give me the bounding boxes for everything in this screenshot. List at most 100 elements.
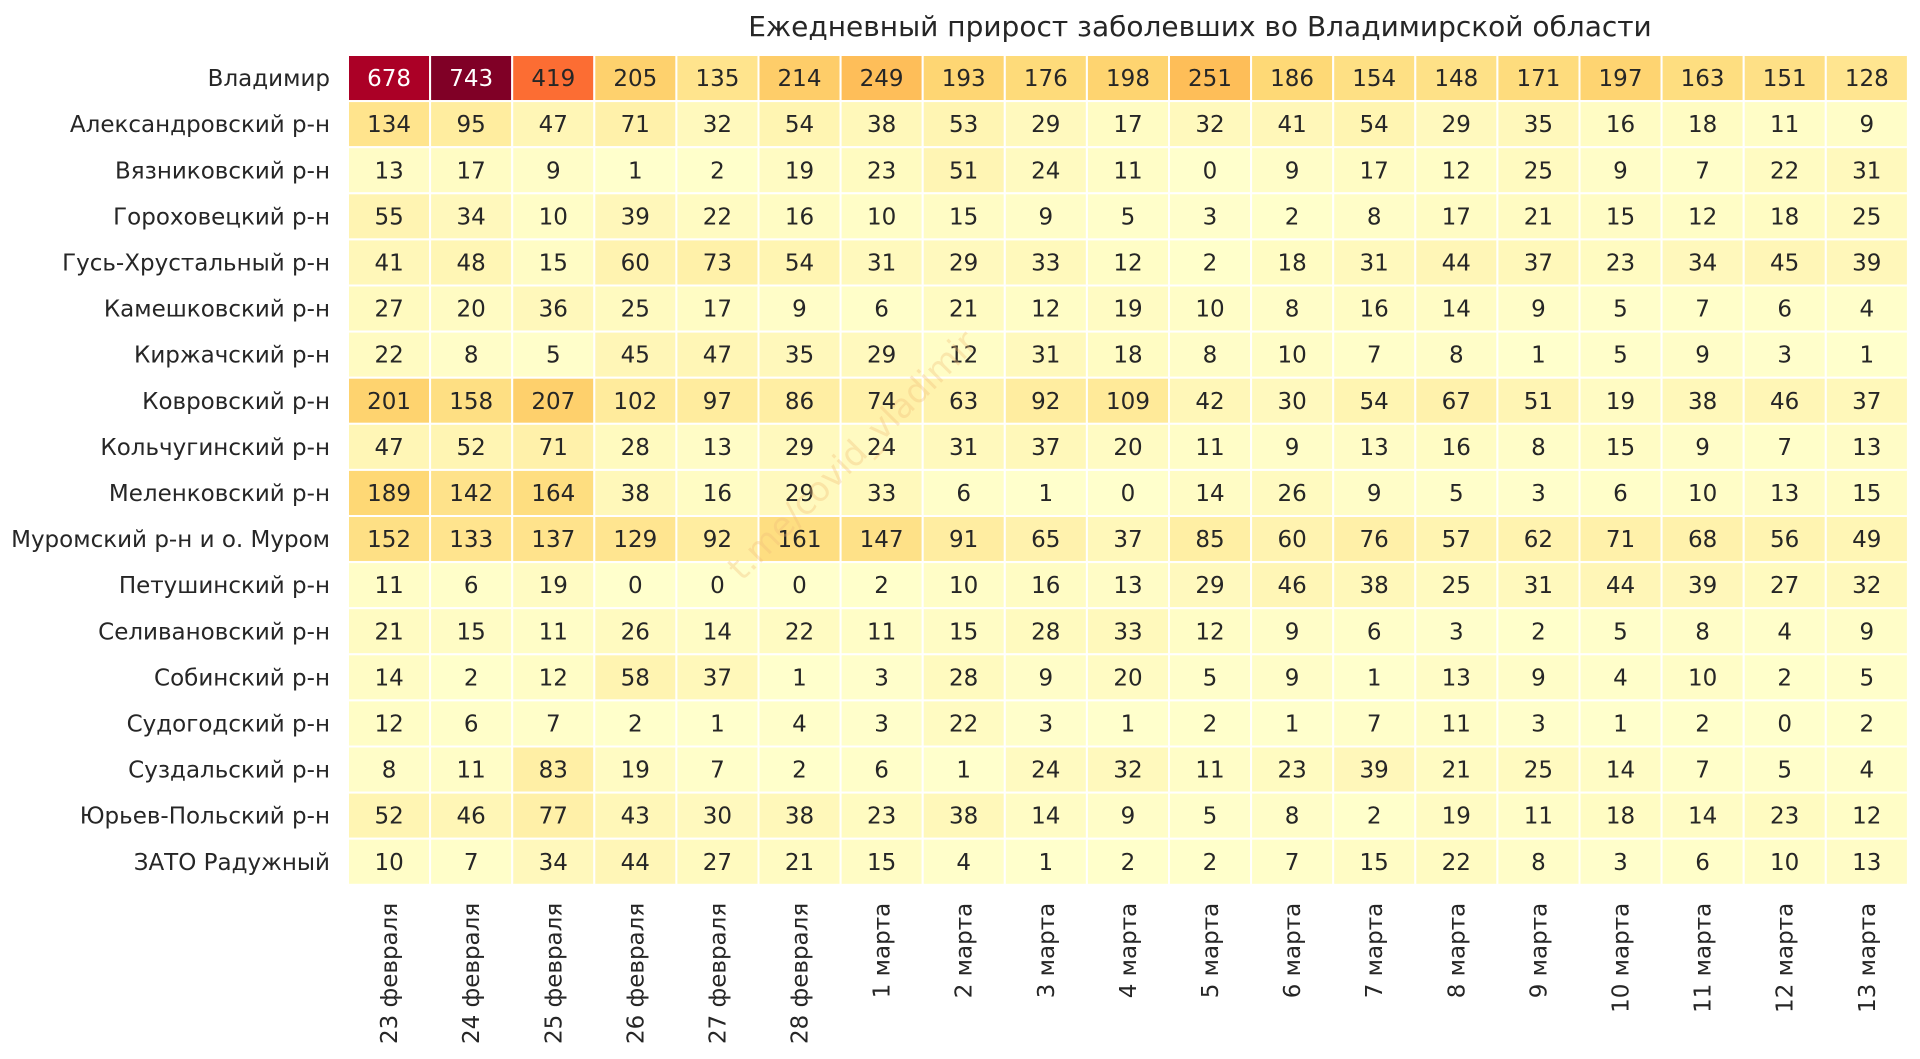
cell-value-label: 31 bbox=[949, 435, 978, 461]
cell-value-label: 5 bbox=[1121, 204, 1136, 230]
cell-value-label: 10 bbox=[867, 204, 896, 230]
cell-value-label: 49 bbox=[1852, 527, 1881, 553]
cell-value-label: 5 bbox=[1203, 804, 1218, 830]
heatmap-cell bbox=[347, 284, 432, 333]
cell-value-label: 164 bbox=[531, 481, 575, 507]
cell-value-label: 1 bbox=[1367, 665, 1382, 691]
cell-value-label: 25 bbox=[1852, 204, 1881, 230]
heatmap-cell bbox=[757, 422, 842, 471]
cell-value-label: 20 bbox=[1113, 665, 1142, 691]
cell-value-label: 11 bbox=[1195, 758, 1224, 784]
cell-value-label: 129 bbox=[613, 527, 657, 553]
heatmap-cell bbox=[593, 837, 678, 886]
heatmap-cell bbox=[593, 791, 678, 840]
heatmap-cell bbox=[1003, 422, 1088, 471]
cell-value-label: 97 bbox=[703, 389, 732, 415]
heatmap-cell bbox=[511, 837, 596, 886]
cell-value-label: 29 bbox=[1442, 112, 1471, 138]
cell-value-label: 9 bbox=[1285, 665, 1300, 691]
cell-value-label: 12 bbox=[1195, 619, 1224, 645]
cell-value-label: 27 bbox=[1770, 573, 1799, 599]
cell-value-label: 1 bbox=[628, 158, 643, 184]
heatmap-cell bbox=[1003, 515, 1088, 564]
heatmap-cell bbox=[1250, 54, 1335, 103]
heatmap-cell bbox=[1660, 468, 1745, 517]
heatmap-cell bbox=[1003, 791, 1088, 840]
cell-value-label: 678 bbox=[367, 66, 411, 92]
cell-value-label: 152 bbox=[367, 527, 411, 553]
heatmap-cell bbox=[1660, 146, 1745, 195]
cell-value-label: 10 bbox=[1688, 665, 1717, 691]
cell-value-label: 4 bbox=[792, 711, 807, 737]
heatmap-cell bbox=[1742, 376, 1827, 425]
heatmap-cell bbox=[1824, 238, 1909, 287]
cell-value-label: 137 bbox=[531, 527, 575, 553]
heatmap-cell bbox=[675, 607, 760, 656]
cell-value-label: 147 bbox=[860, 527, 904, 553]
cell-value-label: 38 bbox=[785, 804, 814, 830]
cell-value-label: 7 bbox=[1695, 158, 1710, 184]
cell-value-label: 11 bbox=[1442, 711, 1471, 737]
cell-value-label: 37 bbox=[1113, 527, 1142, 553]
heatmap-cell bbox=[1085, 238, 1171, 287]
cell-value-label: 15 bbox=[1852, 481, 1881, 507]
heatmap-cell bbox=[347, 192, 432, 241]
heatmap-cell bbox=[1250, 330, 1335, 379]
heatmap-cell bbox=[347, 837, 432, 886]
cell-value-label: 13 bbox=[1770, 481, 1799, 507]
cell-value-label: 17 bbox=[1442, 204, 1471, 230]
cell-value-label: 51 bbox=[949, 158, 978, 184]
cell-value-label: 38 bbox=[1688, 389, 1717, 415]
y-tick-label: Александровский р-н bbox=[70, 112, 330, 138]
heatmap-cell bbox=[429, 561, 514, 610]
heatmap-cell bbox=[839, 422, 924, 471]
heatmap-cell bbox=[839, 330, 924, 379]
heatmap-cell bbox=[1085, 837, 1171, 886]
cell-value-label: 15 bbox=[1360, 850, 1389, 876]
cell-value-label: 33 bbox=[1031, 250, 1060, 276]
heatmap-cell bbox=[675, 745, 760, 794]
heatmap-cell bbox=[757, 837, 842, 886]
heatmap-cell bbox=[1332, 284, 1417, 333]
cell-value-label: 85 bbox=[1195, 527, 1224, 553]
heatmap-cell bbox=[839, 146, 924, 195]
cell-value-label: 5 bbox=[1449, 481, 1464, 507]
y-tick-label: Гороховецкий р-н bbox=[113, 204, 330, 230]
cell-value-label: 1 bbox=[1613, 711, 1628, 737]
cell-value-label: 5 bbox=[546, 343, 561, 369]
cell-value-label: 45 bbox=[1770, 250, 1799, 276]
cell-value-label: 26 bbox=[621, 619, 650, 645]
cell-value-label: 3 bbox=[1531, 481, 1546, 507]
cell-value-label: 14 bbox=[1606, 758, 1635, 784]
cell-value-label: 419 bbox=[531, 66, 575, 92]
cell-value-label: 63 bbox=[949, 389, 978, 415]
heatmap-cell bbox=[1414, 54, 1499, 103]
cell-value-label: 18 bbox=[1606, 804, 1635, 830]
cell-value-label: 33 bbox=[1113, 619, 1142, 645]
cell-value-label: 22 bbox=[703, 204, 732, 230]
heatmap-cell bbox=[347, 146, 432, 195]
heatmap-cell bbox=[757, 561, 842, 610]
heatmap-cell bbox=[1250, 376, 1335, 425]
heatmap-cell bbox=[921, 699, 1006, 748]
cell-value-label: 2 bbox=[1203, 850, 1218, 876]
heatmap-cell bbox=[429, 422, 514, 471]
cell-value-label: 46 bbox=[1277, 573, 1306, 599]
cell-value-label: 15 bbox=[1606, 435, 1635, 461]
heatmap-cell bbox=[1496, 376, 1581, 425]
heatmap-cell bbox=[675, 699, 760, 748]
cell-value-label: 34 bbox=[457, 204, 486, 230]
cell-value-label: 36 bbox=[539, 297, 568, 323]
heatmap-cell bbox=[1250, 607, 1335, 656]
heatmap-cell bbox=[1085, 653, 1171, 702]
heatmap-cell bbox=[675, 192, 760, 241]
cell-value-label: 23 bbox=[1606, 250, 1635, 276]
heatmap-cell bbox=[1168, 745, 1253, 794]
heatmap-cell bbox=[511, 653, 596, 702]
cell-value-label: 16 bbox=[1606, 112, 1635, 138]
cell-value-label: 33 bbox=[867, 481, 896, 507]
cell-value-label: 19 bbox=[621, 758, 650, 784]
cell-value-label: 21 bbox=[949, 297, 978, 323]
cell-value-label: 30 bbox=[1277, 389, 1306, 415]
